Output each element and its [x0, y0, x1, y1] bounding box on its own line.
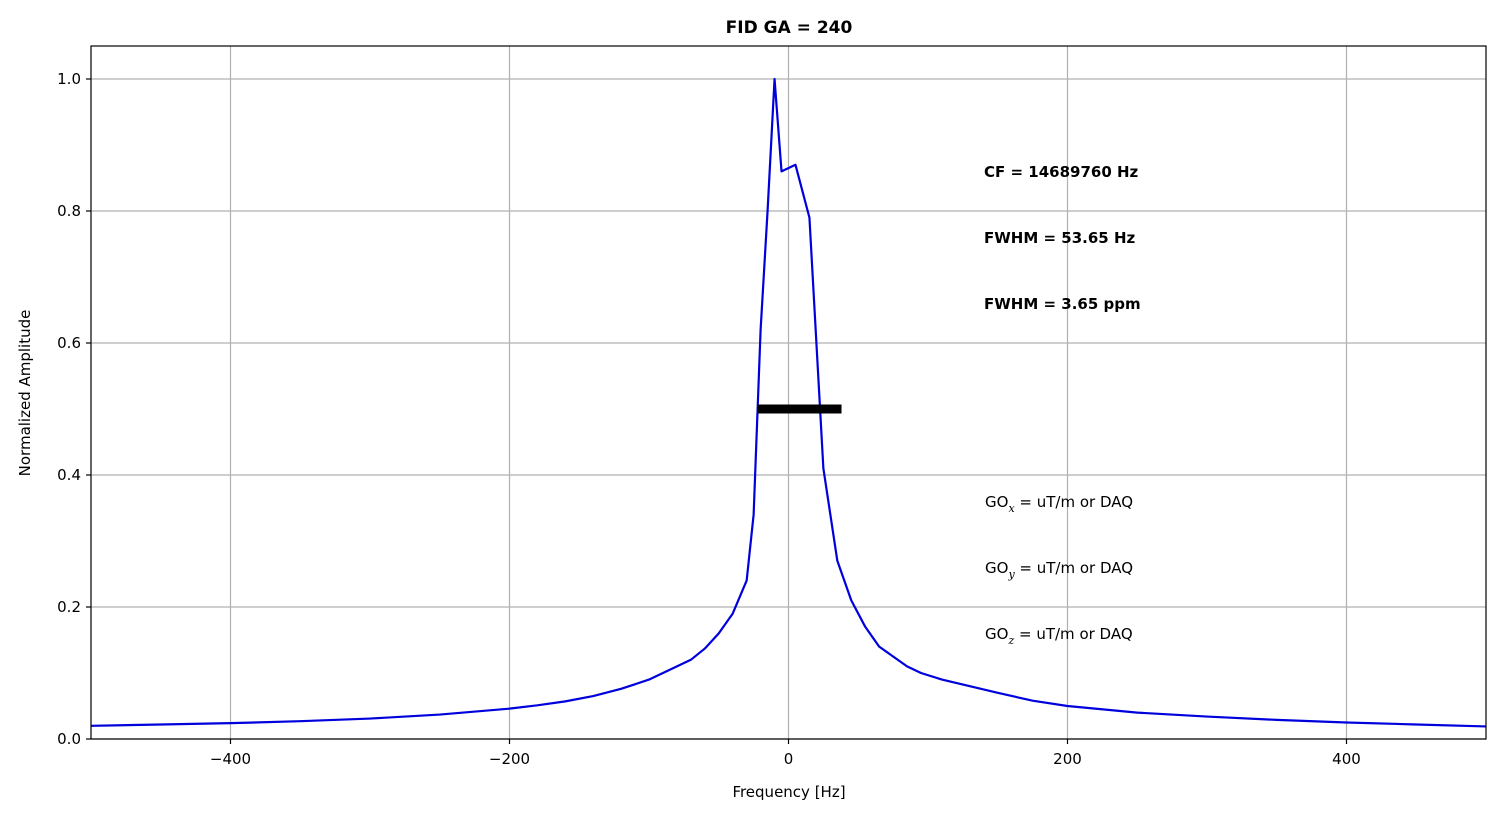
y-ticks: 0.0 0.2 0.4 0.6 0.8 1.0 [57, 70, 91, 748]
y-tick-label: 0.6 [57, 334, 81, 352]
y-tick-label: 0.8 [57, 202, 81, 220]
annotation-goz-prefix: GO [985, 625, 1008, 643]
x-tick-label: −400 [210, 750, 251, 768]
x-ticks: −400 −200 0 200 400 [210, 739, 1361, 768]
x-tick-label: −200 [489, 750, 530, 768]
series-layer [90, 77, 1487, 728]
annotation-cf: CF = 14689760 Hz [984, 163, 1139, 181]
x-tick-label: 400 [1332, 750, 1361, 768]
y-tick-label: 0.4 [57, 466, 81, 484]
annotation-gox-sub: x [1008, 502, 1015, 515]
annotation-gox-suffix: = uT/m or DAQ [1015, 493, 1133, 511]
y-tick-label: 0.2 [57, 598, 81, 616]
spectrum-line [90, 77, 1487, 728]
chart-title: FID GA = 240 [726, 18, 853, 38]
y-axis-label: Normalized Amplitude [16, 310, 34, 477]
annotation-goy-suffix: = uT/m or DAQ [1015, 559, 1133, 577]
x-axis-label: Frequency [Hz] [732, 783, 845, 801]
annotation-goy-prefix: GO [985, 559, 1008, 577]
annotation-goz-suffix: = uT/m or DAQ [1014, 625, 1132, 643]
annotation-fwhm-hz: FWHM = 53.65 Hz [984, 229, 1136, 247]
y-tick-label: 1.0 [57, 70, 81, 88]
annotation-goy-sub: y [1007, 568, 1015, 581]
x-tick-label: 200 [1053, 750, 1082, 768]
annotation-goz-sub: z [1007, 634, 1014, 647]
annotation-goz: GOz = uT/m or DAQ [985, 625, 1133, 647]
annotation-fwhm-ppm: FWHM = 3.65 ppm [984, 295, 1141, 313]
y-tick-label: 0.0 [57, 730, 81, 748]
annotation-goy: GOy = uT/m or DAQ [985, 559, 1133, 581]
x-tick-label: 0 [784, 750, 794, 768]
annotation-gox-prefix: GO [985, 493, 1008, 511]
annotation-gox: GOx = uT/m or DAQ [985, 493, 1133, 515]
